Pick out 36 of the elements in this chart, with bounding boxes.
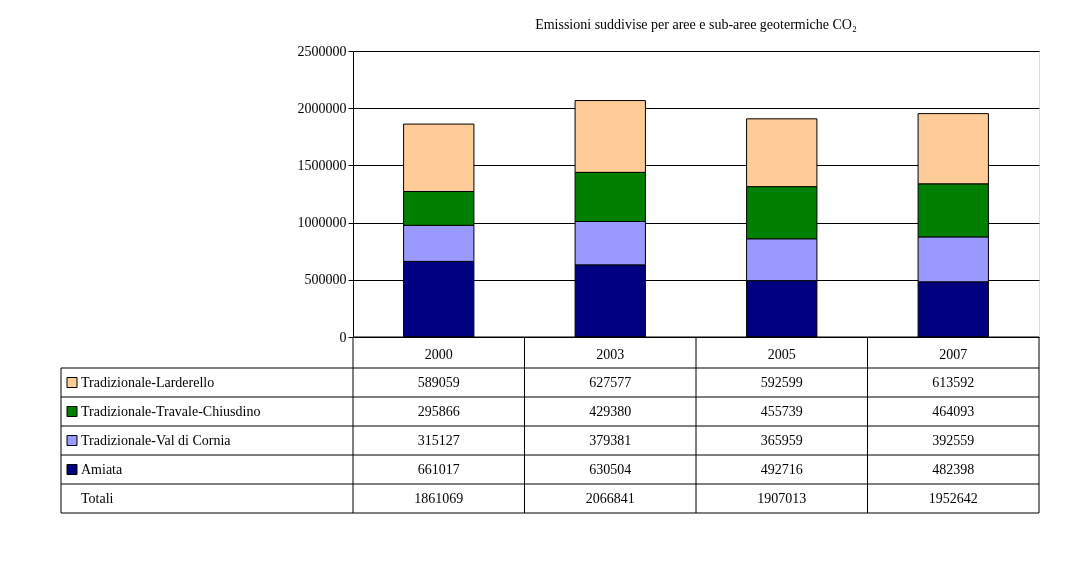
y-tick-label: 500000 — [304, 272, 347, 288]
y-tick-label: 0 — [339, 329, 347, 345]
text: 1861069 — [414, 490, 464, 506]
x-tick-label: 2003 — [596, 346, 625, 362]
x-tick-label: 2000 — [424, 346, 453, 362]
y-tick-label: 2500000 — [297, 43, 347, 59]
legend-label: Amiata — [81, 461, 123, 477]
data-label: 592599 — [760, 374, 803, 390]
y-tick-label: 1000000 — [297, 215, 347, 231]
legend-label: Tradizionale-Larderello — [81, 374, 215, 390]
y-tick-label: 2000000 — [297, 100, 347, 116]
data-label: 455739 — [760, 403, 803, 419]
x-tick-label: 2005 — [767, 346, 796, 362]
chart-title: Emissioni suddivise per aree e sub-aree geotermiche CO₂ — [535, 17, 857, 32]
legend-label: Tradizionale-Val di Cornia — [81, 432, 232, 448]
text: 2066841 — [585, 490, 635, 506]
legend-label: Tradizionale-Travale-Chiusdino — [81, 403, 261, 419]
data-label: 379381 — [589, 432, 632, 448]
data-label: 315127 — [417, 432, 460, 448]
data-label: 630504 — [589, 461, 632, 477]
data-label: 627577 — [589, 374, 632, 390]
data-label: 589059 — [417, 374, 460, 390]
data-label: 295866 — [417, 403, 460, 419]
data-label: 482398 — [932, 461, 975, 477]
data-label: 613592 — [932, 374, 975, 390]
text: 1907013 — [757, 490, 807, 506]
data-label: 365959 — [760, 432, 803, 448]
text: 1952642 — [928, 490, 978, 506]
data-label: 661017 — [417, 461, 460, 477]
data-label: 492716 — [760, 461, 803, 477]
data-label: 392559 — [932, 432, 975, 448]
y-tick-label: 1500000 — [297, 157, 347, 173]
text: Totali — [81, 490, 114, 506]
x-tick-label: 2007 — [939, 346, 968, 362]
data-label: 464093 — [932, 403, 975, 419]
data-label: 429380 — [589, 403, 632, 419]
